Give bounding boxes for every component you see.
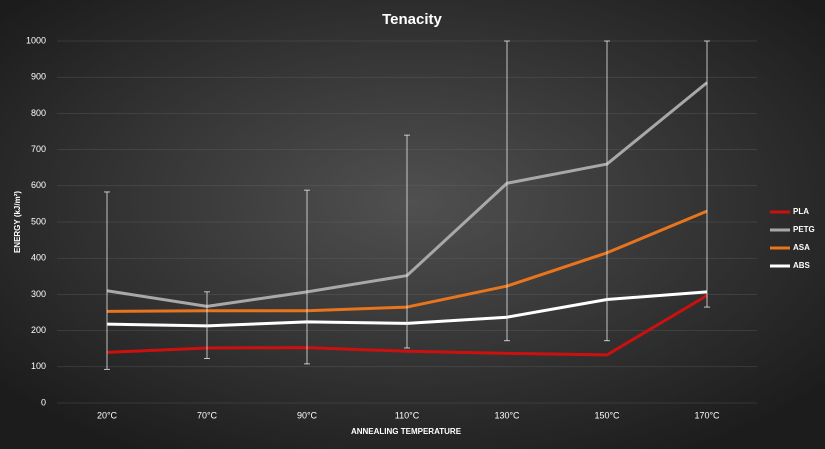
y-tick-label: 700: [31, 144, 46, 154]
y-tick-label: 600: [31, 180, 46, 190]
legend-label: PETG: [793, 225, 815, 234]
x-tick-label: 130°C: [494, 410, 520, 420]
legend-label: PLA: [793, 207, 809, 216]
y-axis-label: ENERGY (kJ/m²): [13, 191, 22, 253]
y-tick-label: 1000: [26, 35, 46, 45]
legend-label: ASA: [793, 243, 810, 252]
x-tick-label: 90°C: [297, 410, 318, 420]
y-tick-label: 400: [31, 253, 46, 263]
x-tick-label: 70°C: [197, 410, 218, 420]
legend-label: ABS: [793, 261, 811, 270]
y-tick-label: 100: [31, 361, 46, 371]
x-tick-label: 170°C: [694, 410, 720, 420]
x-tick-label: 20°C: [97, 410, 118, 420]
y-tick-label: 800: [31, 108, 46, 118]
chart-title: Tenacity: [382, 11, 442, 28]
y-tick-label: 0: [41, 397, 46, 407]
x-axis-label: ANNEALING TEMPERATURE: [351, 427, 462, 436]
y-tick-label: 300: [31, 289, 46, 299]
y-tick-label: 900: [31, 72, 46, 82]
x-tick-label: 150°C: [594, 410, 620, 420]
y-tick-label: 200: [31, 325, 46, 335]
x-tick-label: 110°C: [395, 410, 420, 420]
y-tick-label: 500: [31, 216, 46, 226]
